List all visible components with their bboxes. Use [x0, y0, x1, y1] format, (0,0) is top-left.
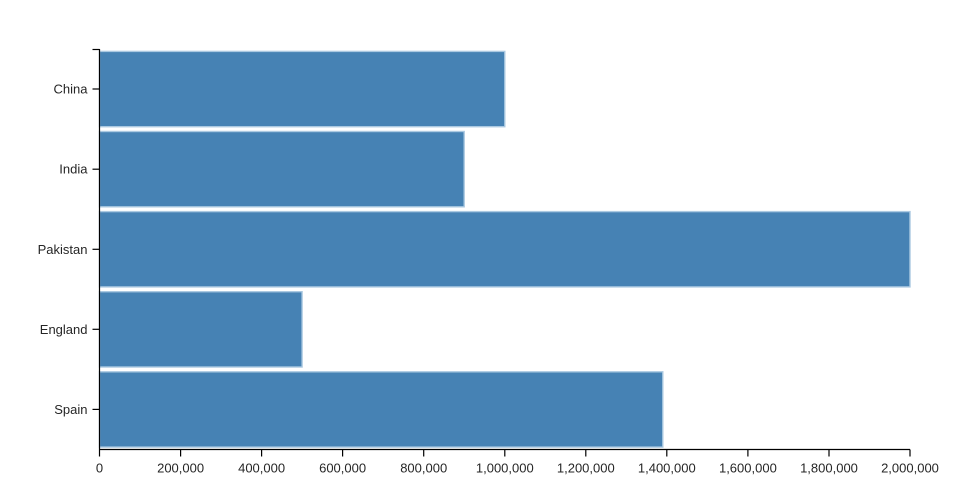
y-tick-label-india: India — [59, 162, 88, 177]
x-tick-label-10: 2,000,000 — [881, 461, 939, 476]
y-tick-label-china: China — [54, 82, 89, 97]
x-tick-label-8: 1,600,000 — [719, 461, 777, 476]
y-tick-label-england: England — [40, 322, 88, 337]
x-tick-label-1: 200,000 — [157, 461, 204, 476]
bar-spain — [98, 371, 664, 448]
bar-china — [98, 50, 506, 128]
bar-england — [98, 291, 303, 368]
x-tick-label-4: 800,000 — [400, 461, 447, 476]
y-tick-label-pakistan: Pakistan — [38, 242, 88, 257]
x-tick-label-2: 400,000 — [238, 461, 285, 476]
y-tick-label-spain: Spain — [54, 402, 87, 417]
x-tick-label-3: 600,000 — [319, 461, 366, 476]
x-tick-label-5: 1,000,000 — [476, 461, 534, 476]
x-tick-label-9: 1,800,000 — [800, 461, 858, 476]
bar-india — [98, 130, 465, 208]
bar-pakistan — [98, 210, 911, 288]
x-tick-label-7: 1,400,000 — [638, 461, 696, 476]
x-tick-label-6: 1,200,000 — [557, 461, 615, 476]
x-tick-label-0: 0 — [96, 461, 103, 476]
